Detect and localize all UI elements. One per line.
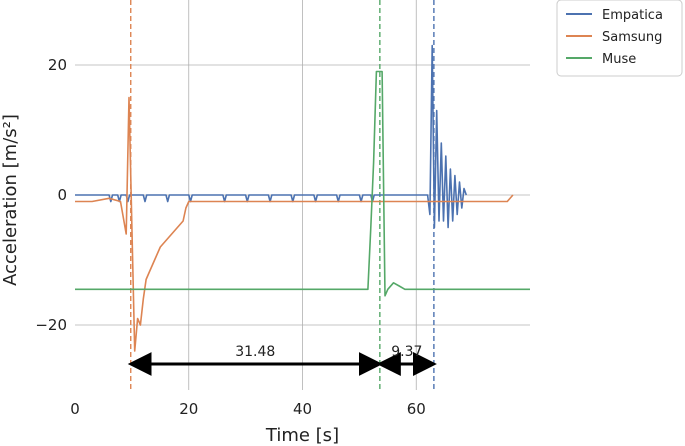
y-tick-label: 20	[48, 56, 67, 74]
y-tick-label: −20	[35, 316, 67, 334]
series-line-samsung	[75, 96, 514, 352]
x-tick-label: 60	[407, 400, 426, 418]
y-tick-label: 0	[57, 186, 67, 204]
x-tick-label: 40	[293, 400, 312, 418]
x-tick-labels: 0 20 40 60	[70, 400, 426, 418]
legend: Empatica Samsung Muse	[556, 0, 683, 77]
legend-label: Samsung	[602, 30, 662, 45]
legend-box	[556, 0, 683, 77]
y-axis-label: Acceleration [m/s²]	[0, 114, 21, 286]
duration-label: 9.37	[391, 344, 422, 360]
duration-annotations: 31.48 9.37	[127, 344, 437, 376]
y-tick-labels: −20 0 20	[35, 56, 67, 334]
series-line-empatica	[75, 44, 468, 229]
series-lines	[75, 44, 530, 352]
legend-label: Empatica	[602, 8, 663, 23]
duration-label: 31.48	[235, 344, 275, 360]
legend-label: Muse	[602, 52, 636, 67]
series-line-muse	[75, 70, 530, 297]
x-tick-label: 20	[179, 400, 198, 418]
x-tick-label: 0	[70, 400, 80, 418]
x-axis-label: Time [s]	[265, 425, 339, 446]
